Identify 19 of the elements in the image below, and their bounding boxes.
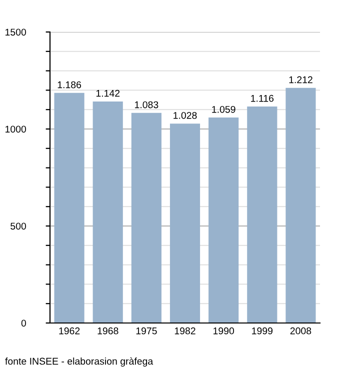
- data-label: 1.028: [174, 112, 197, 119]
- x-tick-label: 1990: [214, 327, 234, 334]
- y-tick-label: 0: [21, 320, 26, 327]
- y-tick-label: 1000: [6, 126, 26, 133]
- data-label: 1.142: [96, 90, 120, 97]
- data-label: 1.186: [58, 81, 82, 88]
- x-tick-label: 1962: [59, 327, 80, 334]
- y-tick-label: 1500: [6, 28, 26, 36]
- data-label: 1.116: [251, 94, 274, 102]
- data-label: 1.212: [289, 76, 312, 84]
- data-label: 1.083: [135, 101, 158, 108]
- x-tick-label: 1999: [252, 327, 272, 334]
- x-tick-label: 1982: [174, 327, 196, 334]
- source-note: fonte INSEE - elaborasion gràfega: [5, 357, 154, 367]
- y-tick-label: 500: [10, 222, 26, 230]
- x-tick-label: 2008: [290, 327, 312, 334]
- x-tick-label: 1968: [98, 327, 118, 334]
- data-label: 1.059: [212, 106, 236, 113]
- x-tick-label: 1975: [136, 327, 157, 334]
